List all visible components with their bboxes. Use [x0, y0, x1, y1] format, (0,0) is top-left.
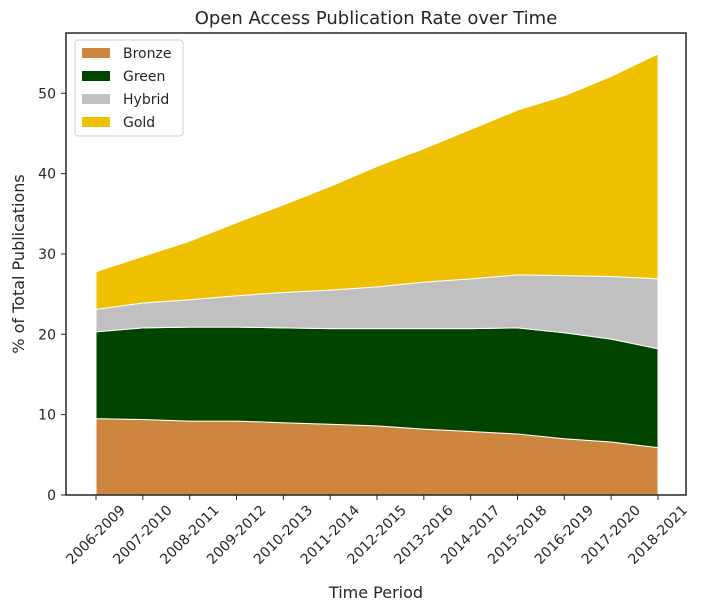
y-tick-label: 30	[38, 247, 56, 263]
legend-swatch-gold	[82, 117, 110, 127]
legend-label-bronze: Bronze	[123, 46, 171, 62]
legend-box	[74, 39, 184, 137]
legend-swatch-bronze	[82, 48, 110, 58]
legend-label-hybrid: Hybrid	[123, 92, 169, 108]
plot-frame	[65, 32, 687, 496]
x-axis-ticks: 2006-20092007-20102008-20112009-20122010…	[64, 495, 691, 568]
y-tick-label: 0	[47, 488, 56, 504]
y-axis-label: % of Total Publications	[9, 174, 28, 353]
legend-label-gold: Gold	[123, 115, 155, 131]
y-tick-label: 20	[38, 327, 56, 343]
y-tick-label: 50	[38, 86, 56, 102]
y-tick-label: 40	[38, 167, 56, 183]
legend-label-green: Green	[123, 69, 165, 85]
y-tick-label: 10	[38, 408, 56, 424]
x-axis-label: Time Period	[328, 583, 423, 602]
legend: Bronze Green Hybrid Gold	[74, 39, 184, 137]
legend-swatch-hybrid	[82, 94, 110, 104]
stacked-areas	[95, 53, 659, 496]
legend-swatch-green	[82, 71, 110, 81]
area-gold	[95, 53, 659, 310]
y-axis-ticks: 0 10 20 30 40 50	[38, 86, 66, 504]
chart-title: Open Access Publication Rate over Time	[195, 8, 558, 29]
